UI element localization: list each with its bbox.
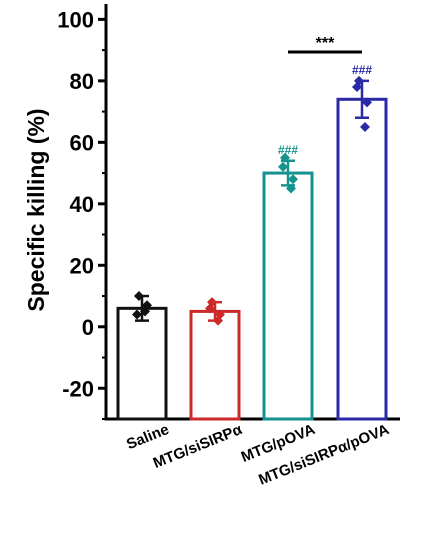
y-tick-label: 20 — [70, 253, 94, 278]
x-category-label-0: Saline — [124, 421, 171, 453]
bar-2 — [264, 173, 312, 419]
bar-annotation-2: ### — [278, 143, 298, 157]
data-point — [278, 162, 288, 172]
y-tick-label: 100 — [57, 7, 94, 32]
y-tick-label: 0 — [82, 315, 94, 340]
bar-annotation-3: ### — [352, 63, 372, 77]
y-tick-label: 80 — [70, 69, 94, 94]
y-axis-title: Specific killing (%) — [23, 108, 49, 311]
data-point — [360, 122, 370, 132]
bar-3 — [338, 99, 386, 419]
bar-1 — [191, 311, 239, 419]
bar-0 — [118, 308, 166, 419]
data-point — [288, 174, 298, 184]
y-tick-label: -20 — [62, 376, 94, 401]
x-category-label-3: MTG/siSIRPα/pOVA — [256, 421, 391, 489]
comparison-label: *** — [316, 35, 335, 52]
y-tick-label: 60 — [70, 130, 94, 155]
y-tick-label: 40 — [70, 192, 94, 217]
